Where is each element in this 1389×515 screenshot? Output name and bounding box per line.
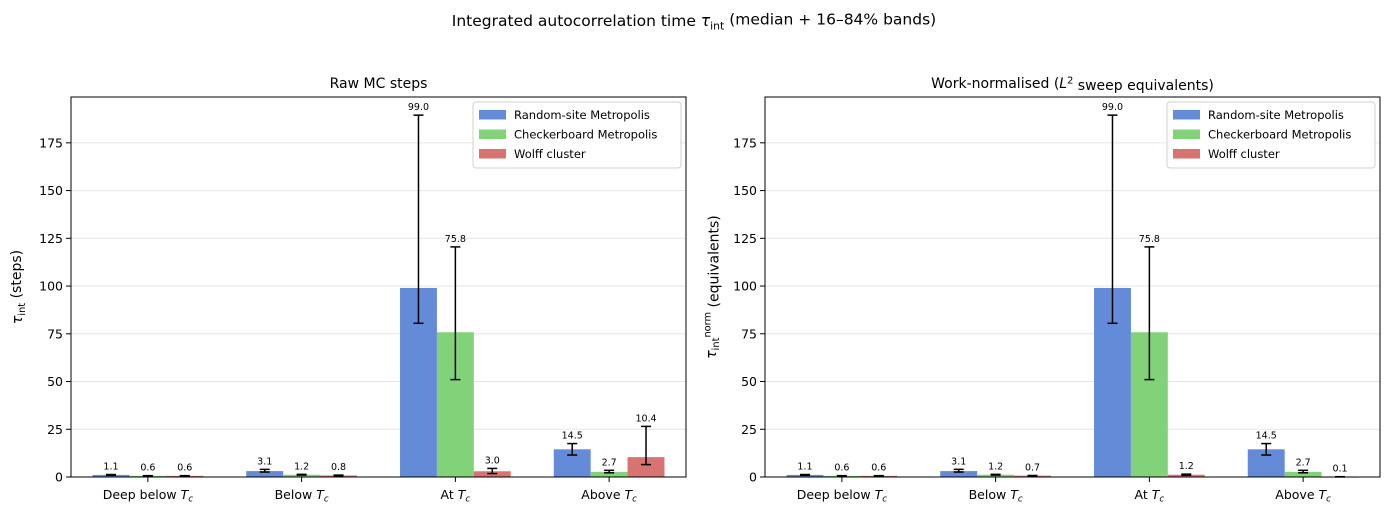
chart-panel-work-normalised: 1.1 3.1 99.0 14.5 0.6 1.2 75.8 2.7 0.6 0.7 1.2 0.1 0… — [703, 76, 1381, 505]
legend-swatch — [1173, 129, 1200, 139]
legend-swatch — [479, 110, 506, 120]
legend-entry: Random-site Metropolis — [514, 108, 650, 122]
error-bar — [450, 246, 461, 381]
y-tick-label: 50 — [47, 374, 63, 389]
data-label: 2.7 — [602, 457, 617, 468]
bar-checkerboard-metropolis-1 — [977, 474, 1015, 477]
error-bar — [1107, 114, 1118, 325]
legend-entry: Random-site Metropolis — [1208, 108, 1344, 122]
legend-entry: Wolff cluster — [1208, 147, 1280, 161]
data-label: 14.5 — [1256, 431, 1277, 442]
legend-swatch — [1173, 110, 1200, 120]
data-label: 0.1 — [1332, 464, 1347, 475]
error-bar — [1261, 442, 1272, 456]
data-label: 75.8 — [1139, 234, 1160, 245]
y-tick-label: 100 — [39, 279, 63, 294]
legend-swatch — [1173, 149, 1200, 159]
figure-suptitle: Integrated autocorrelation time τint​ (m… — [452, 11, 936, 33]
chart-title: Raw MC steps — [330, 76, 428, 92]
error-bar — [333, 474, 344, 477]
error-bar — [487, 467, 498, 475]
bar-checkerboard-metropolis-3 — [590, 471, 628, 477]
error-bar — [567, 442, 578, 456]
legend-swatch — [479, 129, 506, 139]
data-label: 1.2 — [294, 461, 309, 472]
y-tick-label: 50 — [741, 374, 757, 389]
y-tick-label: 0 — [749, 470, 757, 485]
bar-checkerboard-metropolis-3 — [1284, 471, 1322, 477]
data-label: 75.8 — [445, 234, 466, 245]
y-axis-label: τint​ (steps) — [9, 250, 28, 324]
x-tick-label: Deep below Tc​ — [797, 487, 888, 505]
data-label: 1.1 — [797, 462, 812, 473]
data-label: 2.7 — [1296, 457, 1311, 468]
legend-swatch — [479, 149, 506, 159]
data-label: 3.0 — [485, 455, 500, 466]
error-bar — [990, 473, 1001, 476]
bar-checkerboard-metropolis-1 — [283, 474, 321, 477]
data-label: 0.6 — [871, 463, 886, 474]
x-tick-label: Below Tc​ — [275, 487, 329, 505]
y-tick-label: 75 — [741, 326, 757, 341]
legend: Random-site Metropolis Checkerboard Metro… — [1166, 101, 1376, 169]
data-label: 0.6 — [140, 463, 155, 474]
legend-entry: Checkerboard Metropolis — [1208, 128, 1351, 142]
chart-title: Work-normalised (L2​ sweep equivalents) — [931, 76, 1214, 94]
y-tick-label: 175 — [733, 135, 757, 150]
y-tick-label: 0 — [55, 470, 63, 485]
bar-random-site-metropolis-1 — [940, 471, 978, 477]
error-bar — [296, 473, 307, 476]
y-tick-label: 75 — [47, 326, 63, 341]
data-label: 10.4 — [635, 413, 656, 424]
y-tick-label: 125 — [733, 231, 757, 246]
data-label: 0.8 — [331, 462, 346, 473]
error-bar — [641, 425, 652, 466]
error-bar — [1144, 246, 1155, 381]
x-tick-label: Above Tc​ — [581, 487, 637, 505]
axes-frame — [764, 96, 1381, 478]
bar-wolff-cluster-3 — [627, 457, 665, 477]
legend: Random-site Metropolis Checkerboard Metro… — [472, 101, 682, 169]
data-label: 1.1 — [103, 462, 118, 473]
y-tick-label: 100 — [733, 279, 757, 294]
error-bar — [604, 469, 615, 474]
y-tick-label: 25 — [47, 422, 63, 437]
y-tick-label: 125 — [39, 231, 63, 246]
error-bar — [799, 473, 810, 477]
error-bar — [413, 114, 424, 325]
error-bar — [1181, 473, 1192, 477]
data-label: 1.2 — [988, 461, 1003, 472]
data-label: 0.6 — [177, 463, 192, 474]
y-tick-label: 175 — [39, 135, 63, 150]
x-tick-label: Below Tc​ — [969, 487, 1023, 505]
error-bar — [953, 468, 964, 473]
legend-entry: Wolff cluster — [514, 147, 586, 161]
error-bar — [259, 468, 270, 473]
axes-frame — [70, 96, 687, 478]
data-label: 99.0 — [1102, 102, 1123, 113]
chart-panel-raw-mc-steps: 1.1 3.1 99.0 14.5 0.6 1.2 75.8 2.7 0.6 0.8 3.0 10.4… — [9, 76, 687, 505]
x-tick-label: Above Tc​ — [1275, 487, 1331, 505]
error-bar — [105, 473, 116, 477]
data-label: 1.2 — [1179, 461, 1194, 472]
data-label: 0.6 — [834, 463, 849, 474]
x-tick-label: Deep below Tc​ — [103, 487, 194, 505]
x-tick-label: At Tc​ — [441, 487, 471, 505]
legend-entry: Checkerboard Metropolis — [514, 128, 657, 142]
y-tick-label: 25 — [741, 422, 757, 437]
data-label: 3.1 — [257, 456, 272, 467]
bar-random-site-metropolis-1 — [246, 471, 284, 477]
error-bar — [1298, 469, 1309, 474]
y-tick-label: 150 — [39, 183, 63, 198]
x-tick-label: At Tc​ — [1135, 487, 1165, 505]
data-label: 14.5 — [562, 431, 583, 442]
data-label: 99.0 — [408, 102, 429, 113]
y-tick-label: 150 — [733, 183, 757, 198]
y-axis-label: τintnorm​ (equivalents) — [703, 215, 723, 359]
data-label: 3.1 — [951, 456, 966, 467]
data-label: 0.7 — [1025, 462, 1040, 473]
